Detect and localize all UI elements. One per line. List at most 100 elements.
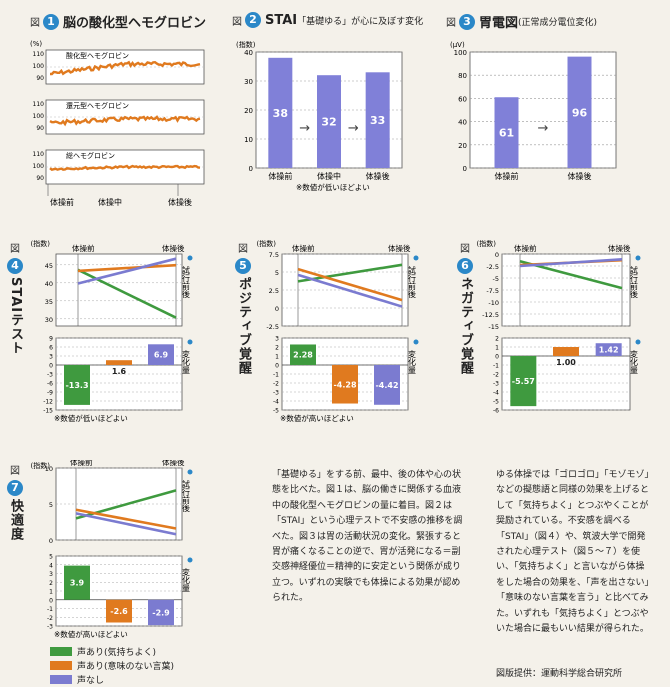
fig7-label: 図 [10, 466, 20, 477]
y-unit-label: (指数) [31, 461, 51, 470]
fig4-chart: (指数) 体操前 体操後45403530試行前後9630-3-6-9-12-15-1… [31, 239, 193, 423]
legend-swatch-orange [50, 660, 72, 670]
fig6-title: ネガティブ覚醒 [458, 277, 473, 375]
y-tick-label: -1 [47, 606, 53, 613]
y-tick-label: -5 [493, 399, 499, 406]
series-line [75, 508, 177, 530]
x-tick-label: 体操前 [70, 460, 93, 467]
change-bar [148, 599, 174, 626]
change-bar [374, 365, 400, 405]
x-tick-label: 体操後 [568, 171, 592, 181]
bar-value-label: 61 [499, 127, 514, 140]
note-text: ※数値が低いほどよい [54, 413, 128, 423]
y-tick-label: 1 [275, 354, 279, 361]
legend: 声あり(気持ちよく) 声あり(意味のない言葉) 声なし [50, 644, 174, 686]
y-tick-label: 90 [36, 175, 44, 182]
side-label: 試行前後 [408, 265, 417, 298]
series-line [297, 273, 403, 308]
side-label: 試行前後 [182, 479, 191, 512]
y-tick-label: 20 [458, 142, 467, 150]
legend-swatch-purple [50, 674, 72, 684]
y-tick-label: 0 [275, 363, 279, 370]
bullet-icon [187, 255, 193, 261]
y-tick-label: 9 [49, 336, 53, 343]
change-value-label: -2.6 [110, 607, 128, 616]
y-tick-label: -12.5 [482, 311, 499, 319]
y-unit-label: (µV) [450, 41, 465, 49]
y-tick-label: 10 [244, 136, 253, 144]
fig7-number: 7 [7, 480, 23, 496]
bullet-icon [187, 557, 193, 563]
y-unit-label: (%) [30, 40, 42, 48]
note-text: ※数値が低いほどよい [296, 182, 370, 192]
y-tick-label: 110 [33, 151, 45, 158]
fig1-number: 1 [43, 13, 59, 30]
y-tick-label: -9 [47, 390, 53, 397]
fig3-header: 図 3 胃電図 (正常成分電位変化) [446, 12, 597, 31]
fig4-title: STAIテスト [8, 277, 23, 356]
fig2-title: STAI [265, 12, 298, 28]
change-value-label: -2.9 [152, 608, 170, 617]
change-bar [64, 365, 90, 405]
fig2-chart: (指数)40 30 20 10 0 38 体操前 32 体操中 33 体操後 → → ※数値が低いほどよい [236, 40, 403, 192]
x-tick-label: 体操前 [292, 243, 315, 253]
fig3-title: 胃電図 [479, 16, 519, 31]
series-line [75, 512, 177, 536]
fig1-label: 図 [30, 18, 40, 29]
wave-line [50, 60, 201, 76]
y-tick-label: 0 [249, 165, 253, 173]
image-credit: 図版提供：運動科学総合研究所 [496, 669, 623, 679]
fig7-title: 快適度 [8, 499, 23, 541]
y-tick-label: 0 [49, 597, 53, 604]
fig7-header: 図 7 快適度 [6, 462, 24, 545]
bullet-icon [413, 339, 419, 345]
fig6-chart: (指数) 体操前 体操後 0 -2.5 -5 -7.5 -10 -12.5 -15 試行前後 2 1 0 -… [477, 239, 641, 415]
side-label: 試行前後 [182, 265, 191, 298]
change-value-label: 3.9 [70, 579, 85, 588]
article-paragraph: 「基礎ゆる」をする前、最中、後の体や心の状態を比べた。図１は、脳の働きに関係する… [272, 470, 463, 604]
y-tick-label: 7.5 [269, 251, 279, 259]
change-value-label: -4.28 [333, 380, 356, 389]
y-tick-label: 10 [45, 465, 53, 473]
y-tick-label: -2 [493, 372, 499, 379]
change-bar [553, 347, 579, 356]
change-bar [148, 344, 174, 365]
x-tick-label: 体操後 [388, 243, 411, 253]
bullet-icon [187, 339, 193, 345]
bullet-icon [413, 255, 419, 261]
note-text: ※数値が高いほどよい [280, 413, 354, 423]
legend-label: 声あり(気持ちよく) [77, 647, 157, 658]
series-line [77, 268, 177, 319]
y-tick-label: -5 [493, 275, 499, 283]
fig5-label: 図 [238, 244, 248, 255]
x-tick-label: 体操後 [168, 197, 192, 207]
x-tick-label: 体操後 [608, 243, 631, 253]
y-tick-label: 40 [458, 119, 467, 127]
fig5-number: 5 [235, 258, 251, 274]
y-tick-label: -6 [47, 381, 53, 388]
y-tick-label: 90 [36, 125, 44, 132]
y-tick-label: -15 [488, 323, 499, 331]
y-unit-label: (指数) [477, 239, 497, 248]
x-tick-label: 体操中 [317, 171, 341, 181]
y-tick-label: 110 [33, 101, 45, 108]
y-tick-label: 3 [275, 336, 279, 343]
y-tick-label: -3 [273, 390, 279, 397]
y-tick-label: 2 [49, 580, 53, 587]
fig4-label: 図 [10, 244, 20, 255]
bullet-icon [635, 339, 641, 345]
legend-label: 声あり(意味のない言葉) [77, 661, 175, 672]
article-text-right: ゆる体操では「ゴロゴロ」「モゾモゾ」などの擬態語と同様の効果を上げるとして「気持… [496, 468, 652, 637]
y-tick-label: 0 [495, 251, 499, 259]
fig3-label: 図 [446, 18, 456, 29]
legend-item: 声あり(意味のない言葉) [50, 658, 174, 672]
bullet-icon [187, 469, 193, 475]
y-tick-label: 110 [33, 51, 45, 58]
y-tick-label: 90 [36, 75, 44, 82]
y-tick-label: 2 [495, 336, 499, 343]
fig5-title: ポジティブ覚醒 [236, 277, 251, 375]
series-line [77, 257, 177, 285]
y-tick-label: 5 [275, 269, 279, 277]
y-tick-label: 0 [275, 305, 279, 313]
